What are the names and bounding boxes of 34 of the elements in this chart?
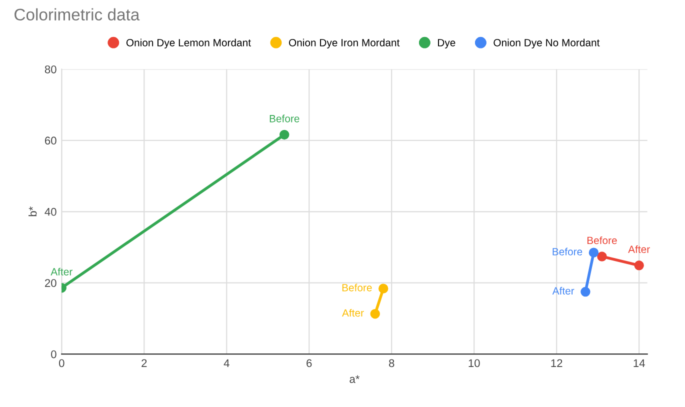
annotation: Before [552,248,582,256]
x-tick-label: 2 [142,359,147,368]
x-tick-label: 8 [389,359,394,368]
y-tick-label: 40 [44,208,56,216]
y-tick-label: 20 [44,279,56,287]
x-axis-title: a* [350,375,360,384]
x-tick-label: 6 [306,359,312,368]
legend-label: Dye [438,39,456,48]
annotation: Before [270,114,300,122]
point [580,286,590,297]
y-tick-label: 80 [44,65,56,74]
point [597,252,607,262]
legend-label: Onion Dye Iron Mordant [288,38,400,48]
y-tick-label: 0 [51,350,56,358]
legend-label: Onion Dye No Mordant [494,38,600,48]
x-tick-label: 0 [58,359,64,368]
x-tick-label: 4 [224,359,230,368]
x-tick-label: 10 [468,359,480,368]
annotation: Before [342,284,372,292]
x-tick-label: 14 [634,359,645,368]
annotation: After [342,309,364,317]
annotation: After [552,286,574,295]
point [588,248,599,258]
point [370,308,380,319]
annotation: Before [587,236,617,244]
annotation: After [628,245,650,254]
chart-title: Colorimetric data [14,8,140,21]
y-axis-title: b* [28,206,37,216]
x-tick-label: 12 [551,359,562,368]
y-tick-label: 60 [44,136,56,145]
legend-label: Onion Dye Lemon Mordant [126,38,251,48]
point [634,260,644,270]
annotation: After [50,268,72,276]
point [378,284,388,294]
